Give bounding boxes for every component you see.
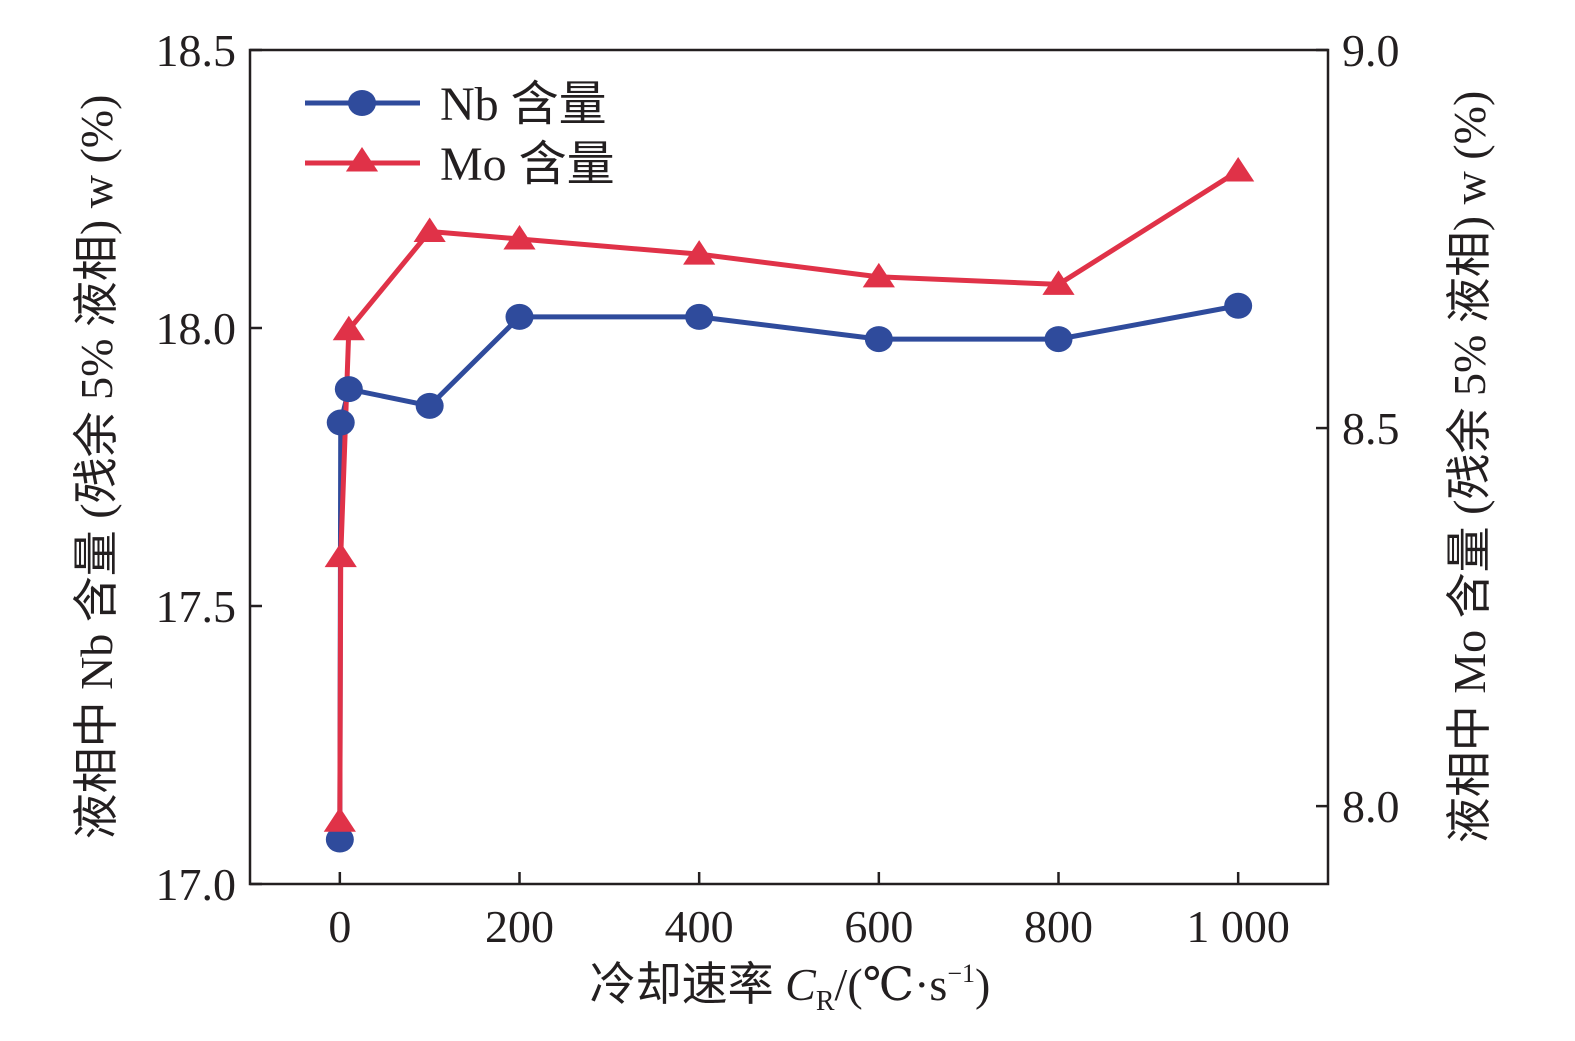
legend-triangle-marker [345,147,379,172]
mo-data-point [323,807,356,832]
nb-data-point [334,376,363,403]
x-tick-label: 0 [328,901,351,952]
nb-data-point [1224,292,1253,319]
mo-data-point [324,542,357,568]
y-left-tick-label: 17.5 [156,581,237,632]
x-tick-label: 400 [665,901,734,952]
legend: Nb 含量 Mo 含量 [305,78,615,191]
mo-data-point [413,217,446,242]
nb-data-point [864,326,893,353]
nb-data-point [325,826,354,853]
legend-circle-marker [348,90,376,116]
x-tick-label: 200 [485,901,554,952]
mo-data-point [862,262,895,288]
x-tick-label: 800 [1024,901,1093,952]
series-line-triangle [337,168,1240,822]
nb-data-point [505,303,534,330]
nb-data-point [1044,326,1073,353]
mo-data-point [1222,156,1255,182]
legend-label: Nb 含量 [440,78,607,131]
mo-data-point [683,240,716,265]
series-line-circle [337,303,1239,840]
y-axis-right-label: 液相中 Mo 含量 (残余 5% 液相) w (%) [1444,91,1495,844]
y-axis-left-label: 液相中 Nb 含量 (残余 5% 液相) w (%) [71,95,122,840]
y-right-tick-label: 8.5 [1342,403,1400,454]
plot-frame [248,48,1330,886]
x-tick-label: 1 000 [1186,901,1290,952]
x-axis-label: 冷却速率 CR/(℃·s−1) [590,959,991,1017]
y-left-tick-label: 18.0 [156,303,237,354]
y-left-tick-label: 17.0 [156,859,237,910]
legend-label: Mo 含量 [440,138,615,191]
y-left-tick-label: 18.5 [156,25,237,76]
y-right-tick-label: 9.0 [1342,25,1400,76]
nb-data-point [326,409,355,436]
mo-data-point [332,315,365,341]
nb-data-point [415,392,444,419]
nb-data-point [685,303,714,330]
x-tick-label: 600 [844,901,913,952]
mo-data-point [1042,270,1075,295]
mo-data-point [503,225,536,250]
y-right-tick-label: 8.0 [1342,781,1400,832]
